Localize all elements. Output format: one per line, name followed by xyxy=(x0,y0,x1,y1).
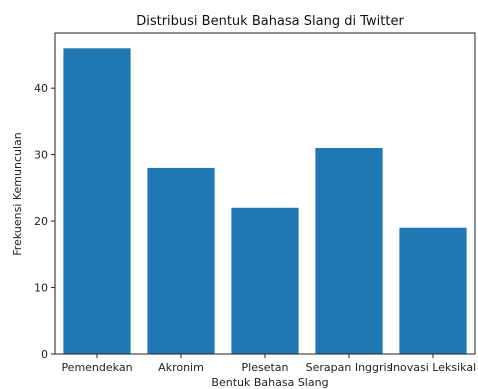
plot-area: Pemendekan Akronim Plesetan Serapan Inggris… xyxy=(34,48,476,374)
x-tick-label: Pemendekan xyxy=(61,361,132,374)
y-tick-label: 40 xyxy=(34,82,48,95)
x-tick-label: Inovasi Leksikal xyxy=(390,361,476,374)
bar-plesetan xyxy=(231,207,299,354)
y-tick-label: 0 xyxy=(41,348,48,361)
y-axis-label: Frekuensi Kemunculan xyxy=(11,132,24,256)
y-tick-label: 20 xyxy=(34,215,48,228)
bar-inovasi-leksikal xyxy=(399,227,467,354)
y-tick-label: 10 xyxy=(34,282,48,295)
x-tick-label: Serapan Inggris xyxy=(306,361,393,374)
bar-serapan-inggris xyxy=(315,147,383,354)
x-tick-label: Akronim xyxy=(158,361,204,374)
axes-frame xyxy=(54,32,476,355)
bar-pemendekan xyxy=(63,48,131,354)
bar-akronim xyxy=(147,167,215,354)
x-tick-label: Plesetan xyxy=(242,361,289,374)
y-tick-label: 30 xyxy=(34,149,48,162)
x-axis-label: Bentuk Bahasa Slang xyxy=(211,376,328,389)
chart-title: Distribusi Bentuk Bahasa Slang di Twitte… xyxy=(136,14,404,29)
